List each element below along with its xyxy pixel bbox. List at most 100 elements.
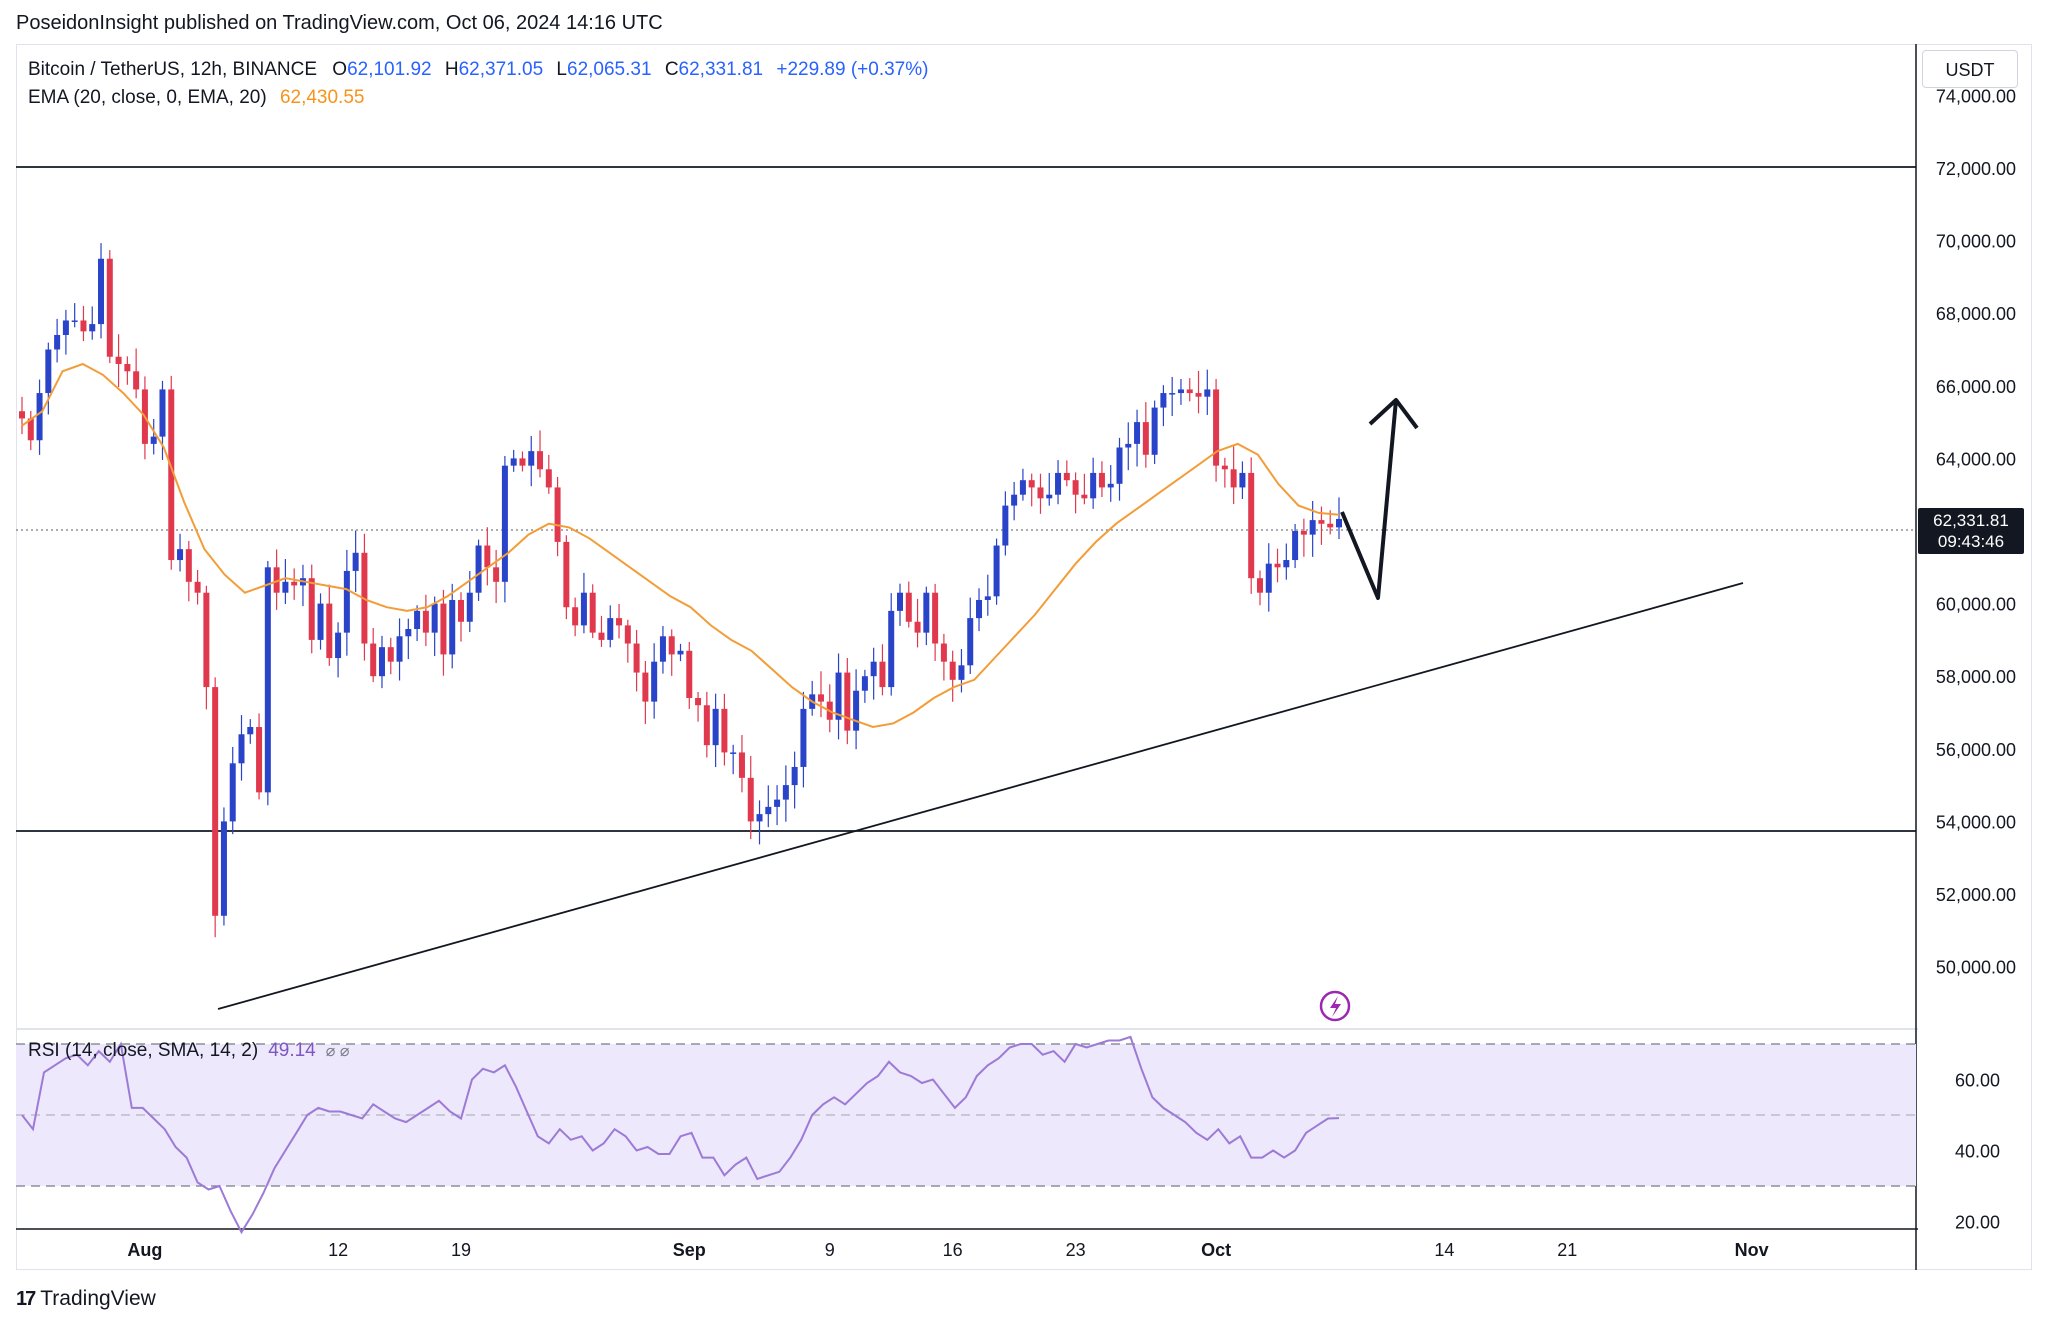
candle xyxy=(747,755,754,840)
candle xyxy=(387,637,394,675)
candle-body xyxy=(844,672,851,731)
candle xyxy=(695,691,702,722)
candle-body xyxy=(817,694,824,702)
candle xyxy=(264,560,271,806)
candle-body xyxy=(861,676,868,691)
candle xyxy=(98,243,105,339)
candle xyxy=(853,669,860,750)
price-tick-label: 72,000.00 xyxy=(1936,159,2016,179)
price-tick-label: 58,000.00 xyxy=(1936,667,2016,687)
rsi-tick-label: 40.00 xyxy=(1955,1142,2000,1162)
candle-body xyxy=(1177,389,1184,394)
candle-body xyxy=(1248,472,1255,579)
candle-body xyxy=(897,592,903,611)
candle xyxy=(993,538,1000,605)
candle-body xyxy=(273,567,280,593)
candle-body xyxy=(949,661,956,680)
candle-body xyxy=(414,610,421,630)
candle xyxy=(703,691,710,758)
candle-body xyxy=(1081,494,1088,499)
candle-body xyxy=(1028,480,1035,488)
projection-path[interactable] xyxy=(1340,399,1398,600)
candle xyxy=(405,618,412,660)
candle xyxy=(1248,457,1255,594)
candle-body xyxy=(458,599,464,622)
rsi-visibility-icons[interactable]: ⌀ ⌀ xyxy=(325,1043,350,1060)
candle-body xyxy=(405,629,412,637)
time-tick-label: Aug xyxy=(127,1240,162,1260)
candle-body xyxy=(62,320,69,335)
candle xyxy=(475,539,482,601)
price-tick-label: 60,000.00 xyxy=(1936,595,2016,615)
low-key: L xyxy=(556,59,567,80)
candle xyxy=(1239,461,1246,499)
candle-body xyxy=(80,320,87,332)
candle-body xyxy=(317,603,324,640)
candle-body xyxy=(914,621,921,633)
candle-body xyxy=(1090,472,1097,499)
rsi-label[interactable]: RSI (14, close, SMA, 14, 2) xyxy=(28,1040,259,1061)
ascending-trendline[interactable] xyxy=(217,582,1744,1010)
rsi-axis-labels: 20.00 40.00 60.00 xyxy=(1955,1071,2000,1233)
ema-label[interactable]: EMA (20, close, 0, EMA, 20) xyxy=(28,87,267,108)
candle xyxy=(817,671,824,718)
candle xyxy=(1116,437,1123,501)
candle-body xyxy=(422,610,429,633)
candle-body xyxy=(756,814,763,822)
candle xyxy=(273,549,280,610)
candle-body xyxy=(1072,480,1079,495)
candle xyxy=(220,807,227,926)
candle xyxy=(756,800,763,845)
candle-body xyxy=(598,632,605,640)
candle-body xyxy=(1300,531,1307,535)
last-price-value: 62,331.81 xyxy=(1933,511,2009,530)
candle xyxy=(1336,497,1342,540)
symbol-label[interactable]: Bitcoin / TetherUS, 12h, BINANCE xyxy=(28,59,317,80)
time-tick-label: 14 xyxy=(1434,1240,1454,1260)
candle-body xyxy=(1151,407,1158,455)
candle xyxy=(326,584,333,666)
candle-body xyxy=(1002,505,1009,546)
candle-body xyxy=(791,766,798,786)
candle xyxy=(80,305,87,342)
candle xyxy=(1019,468,1026,501)
time-tick-label: Nov xyxy=(1735,1240,1769,1260)
candle-body xyxy=(1256,578,1263,593)
candle xyxy=(861,669,868,703)
tradingview-brand[interactable]: 17 TradingView xyxy=(16,1287,156,1311)
candle xyxy=(1002,491,1009,556)
candle xyxy=(616,603,623,639)
candle-body xyxy=(466,592,473,622)
candle xyxy=(563,535,570,620)
price-tick-label: 70,000.00 xyxy=(1936,232,2016,252)
candle-body xyxy=(1239,472,1246,488)
time-tick-label: 21 xyxy=(1557,1240,1577,1260)
candle xyxy=(370,628,377,683)
candle xyxy=(1186,378,1193,402)
candle xyxy=(738,734,745,793)
candle xyxy=(291,568,298,600)
candle xyxy=(27,410,34,451)
currency-selector[interactable]: USDT xyxy=(1922,50,2018,88)
candle-body xyxy=(54,334,61,350)
candle xyxy=(45,342,52,415)
candle xyxy=(247,719,254,744)
candle-body xyxy=(905,592,912,622)
candle xyxy=(835,653,842,740)
candle xyxy=(352,530,359,592)
chart-frame[interactable] xyxy=(16,44,2032,1270)
price-tick-label: 74,000.00 xyxy=(1936,86,2016,106)
candle-body xyxy=(563,541,570,608)
bar-countdown: 09:43:46 xyxy=(1937,532,2005,551)
candle-body xyxy=(484,545,491,568)
candle xyxy=(203,585,210,710)
candle-body xyxy=(431,603,438,633)
candle xyxy=(949,650,956,702)
open-value: 62,101.92 xyxy=(347,59,432,80)
projection-arrowhead-icon[interactable] xyxy=(1368,398,1419,430)
candle xyxy=(914,598,921,648)
candle-body xyxy=(554,487,561,542)
candle-body xyxy=(1274,563,1281,568)
chart-legend: Bitcoin / TetherUS, 12h, BINANCE O62,101… xyxy=(28,56,928,112)
